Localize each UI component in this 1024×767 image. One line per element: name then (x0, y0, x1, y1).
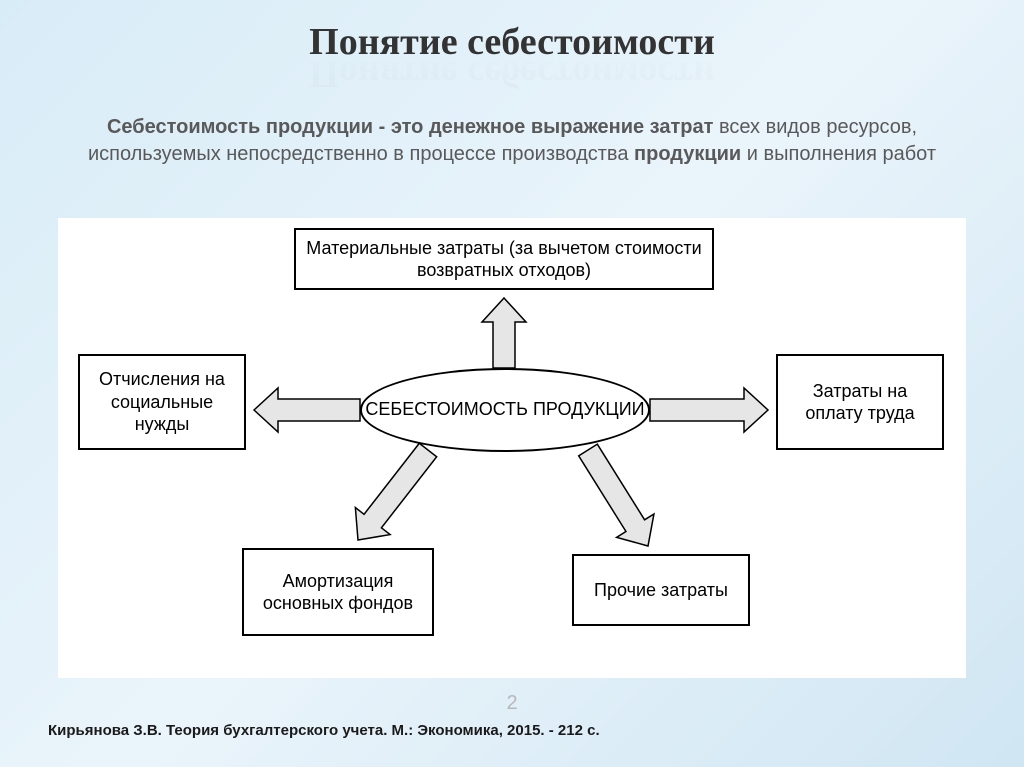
node-top-label: Материальные затраты (за вычетом стоимос… (304, 237, 704, 282)
center-ellipse: СЕБЕСТОИМОСТЬ ПРОДУКЦИИ (360, 368, 650, 452)
citation: Кирьянова З.В. Теория бухгалтерского уче… (48, 722, 600, 739)
arrow (355, 443, 436, 540)
page-number: 2 (0, 692, 1024, 715)
title-block: Понятие себестоимости Понятие себестоимо… (0, 0, 1024, 96)
subtitle-plain-2: и выполнения работ (741, 143, 936, 165)
node-bottom-right-label: Прочие затраты (594, 579, 728, 602)
node-bottom-left: Амортизация основных фондов (242, 548, 434, 636)
arrow (650, 388, 768, 432)
subtitle-bold-1: Себестоимость продукции - это денежное в… (107, 116, 719, 138)
node-left: Отчисления на социальные нужды (78, 354, 246, 450)
subtitle-bold-2: продукции (634, 143, 741, 165)
arrow (579, 444, 654, 546)
node-bottom-right: Прочие затраты (572, 554, 750, 626)
node-left-label: Отчисления на социальные нужды (88, 368, 236, 436)
center-label: СЕБЕСТОИМОСТЬ ПРОДУКЦИИ (365, 398, 644, 421)
node-top: Материальные затраты (за вычетом стоимос… (294, 228, 714, 290)
arrow (482, 298, 526, 368)
diagram-panel: Материальные затраты (за вычетом стоимос… (58, 218, 966, 678)
node-bottom-left-label: Амортизация основных фондов (252, 570, 424, 615)
page-title-reflection: Понятие себестоимости (0, 52, 1024, 96)
subtitle: Себестоимость продукции - это денежное в… (0, 96, 1024, 168)
arrow (254, 388, 360, 432)
node-right-label: Затраты на оплату труда (786, 380, 934, 425)
node-right: Затраты на оплату труда (776, 354, 944, 450)
